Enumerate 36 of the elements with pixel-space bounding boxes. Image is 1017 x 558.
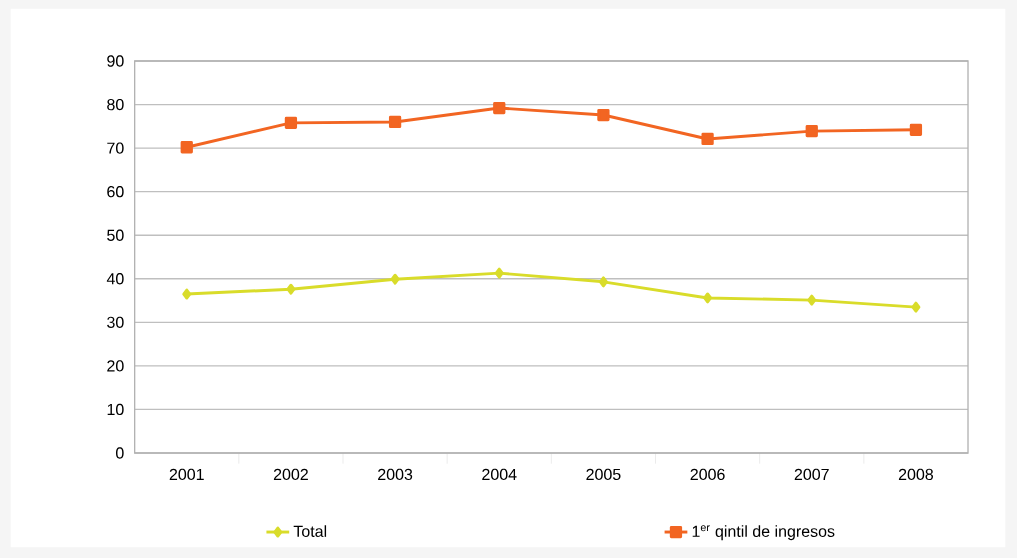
y-tick-label: 70 [107,142,124,154]
x-tick-label: 2005 [586,468,621,481]
x-tick-label: 2001 [169,468,204,481]
point [805,124,818,138]
y-tick-label: 80 [107,98,124,111]
point [286,283,296,295]
x-tick-label: 2004 [482,468,517,481]
point [911,301,921,313]
y-tick-label: 60 [107,186,124,198]
y-tick-label: 0 [116,447,124,459]
y-tick-label: 20 [107,360,124,372]
x-tick-label: 2003 [378,468,413,481]
y-tick-label: 10 [107,403,124,416]
point [494,267,504,279]
point [703,292,713,304]
point [182,288,192,300]
point [388,115,402,129]
point [598,276,608,288]
point [597,108,610,122]
point [180,141,193,154]
point [909,123,923,136]
point [284,116,298,129]
x-tick-label: 2002 [273,468,308,481]
y-tick-label: 50 [107,229,124,241]
point [390,273,400,285]
x-tick-label: 2006 [690,468,725,481]
point [807,294,817,306]
point [701,132,714,146]
x-tick-label: 2008 [898,468,934,481]
x-tick-label: 2007 [794,468,829,481]
y-tick-label: 30 [107,316,124,328]
legend-label: 1$^{er}$ qintil de ingresos [692,525,835,541]
y-tick-label: 90 [107,55,124,67]
y-tick-label: 40 [106,273,124,285]
legend-label: Total [293,525,327,537]
point [493,101,506,115]
